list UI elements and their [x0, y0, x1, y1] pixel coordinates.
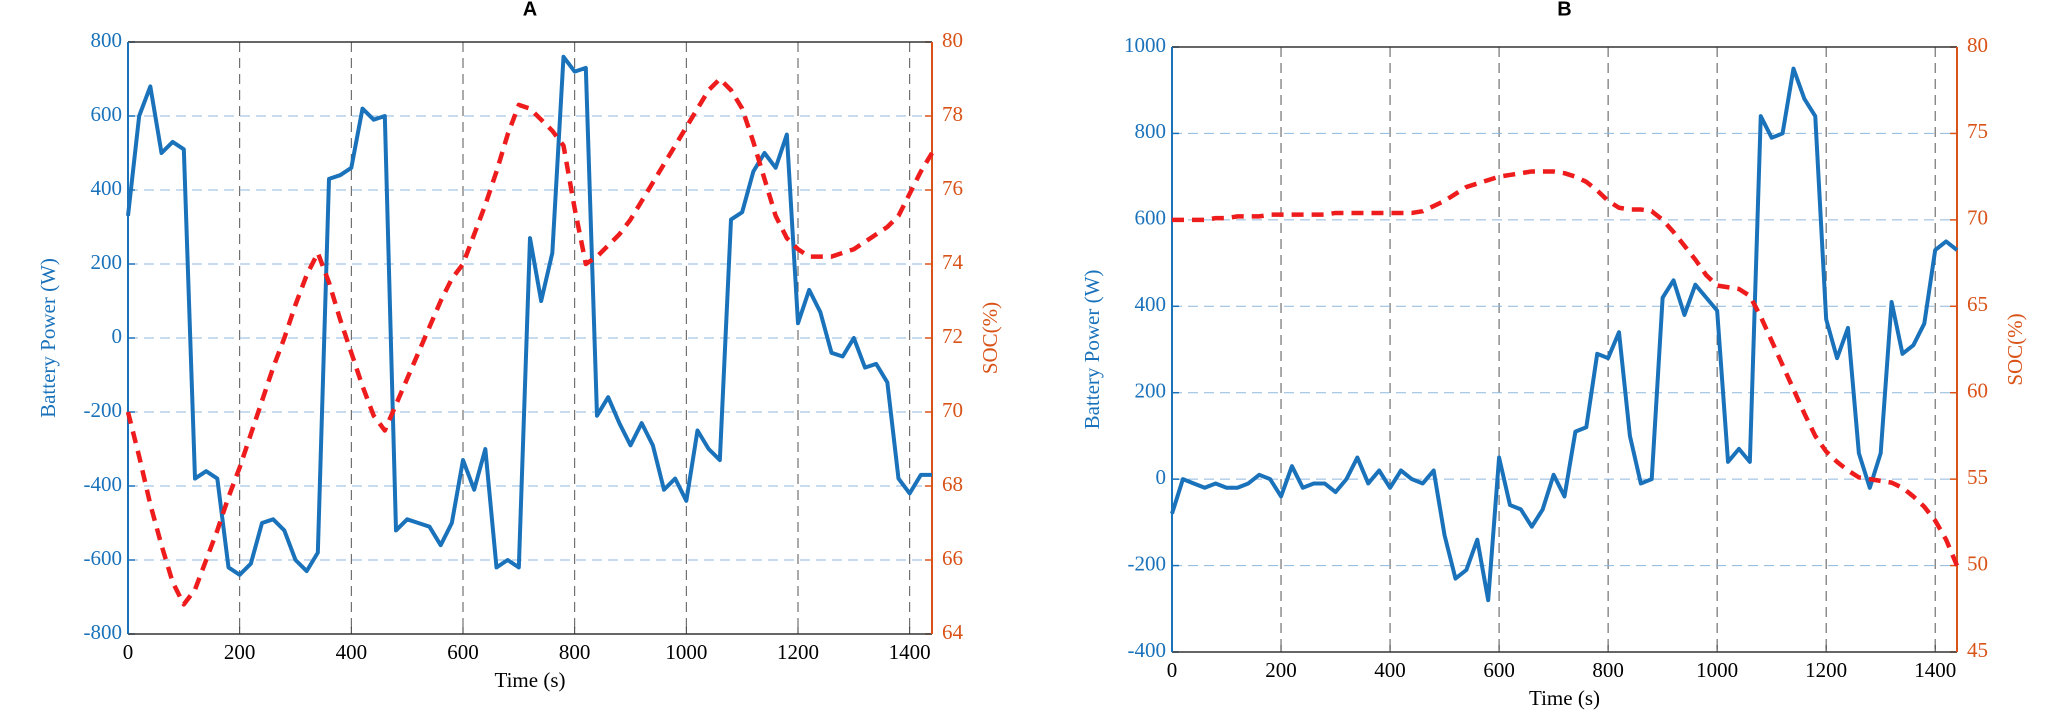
- series-line: [1172, 169, 1960, 567]
- y-axis-label: Battery Power (W): [36, 258, 60, 418]
- x-tick-label: 800: [1592, 658, 1624, 682]
- y2-tick-label: 80: [942, 28, 963, 52]
- x-axis-label: Time (s): [1529, 686, 1600, 710]
- y2-axis-label: SOC(%): [978, 302, 1002, 374]
- x-tick-label: 600: [1483, 658, 1515, 682]
- y2-axis-label: SOC(%): [2003, 313, 2027, 385]
- y-tick-label: -600: [84, 546, 123, 570]
- series-line: [1170, 66, 1959, 603]
- x-tick-label: 400: [1374, 658, 1406, 682]
- y2-tick-label: 50: [1967, 551, 1988, 575]
- y-tick-label: -200: [1128, 551, 1167, 575]
- y2-tick-label: 66: [942, 546, 963, 570]
- y2-tick-label: 78: [942, 102, 963, 126]
- y-tick-label: 800: [91, 28, 123, 52]
- y-tick-label: -800: [84, 620, 123, 644]
- x-tick-label: 1200: [1805, 658, 1847, 682]
- x-tick-label: 200: [224, 640, 256, 664]
- y2-tick-label: 74: [942, 250, 964, 274]
- y2-tick-label: 76: [942, 176, 963, 200]
- y2-tick-label: 80: [1967, 33, 1988, 57]
- y2-tick-label: 70: [1967, 206, 1988, 230]
- y2-tick-label: 64: [942, 620, 964, 644]
- x-tick-label: 0: [1167, 658, 1178, 682]
- y-tick-label: 200: [91, 250, 123, 274]
- x-tick-label: 600: [447, 640, 479, 664]
- x-tick-label: 1000: [1696, 658, 1738, 682]
- series-line: [126, 54, 932, 577]
- x-tick-label: 1400: [1914, 658, 1956, 682]
- y2-tick-label: 60: [1967, 379, 1988, 403]
- y2-tick-label: 68: [942, 472, 963, 496]
- y-tick-label: 1000: [1124, 33, 1166, 57]
- x-tick-label: 400: [336, 640, 368, 664]
- y-tick-label: -400: [84, 472, 123, 496]
- x-tick-label: 1200: [777, 640, 819, 664]
- x-axis-label: Time (s): [495, 668, 566, 692]
- x-tick-label: 0: [123, 640, 134, 664]
- y-tick-label: -400: [1128, 638, 1167, 662]
- y-tick-label: 600: [1135, 206, 1167, 230]
- y-axis-label: Battery Power (W): [1080, 270, 1104, 430]
- y2-tick-label: 72: [942, 324, 963, 348]
- y-tick-label: 0: [1156, 465, 1167, 489]
- y2-tick-label: 55: [1967, 465, 1988, 489]
- y-tick-label: -200: [84, 398, 123, 422]
- y2-tick-label: 45: [1967, 638, 1988, 662]
- chart-title: A: [523, 0, 537, 20]
- y-tick-label: 200: [1135, 379, 1167, 403]
- y-tick-label: 400: [1135, 292, 1167, 316]
- y-tick-label: 400: [91, 176, 123, 200]
- series-line: [125, 76, 934, 607]
- x-tick-label: 1400: [889, 640, 931, 664]
- chart-title: B: [1557, 0, 1571, 20]
- y2-tick-label: 75: [1967, 119, 1988, 143]
- x-tick-label: 200: [1265, 658, 1297, 682]
- y-tick-label: 600: [91, 102, 123, 126]
- x-tick-label: 1000: [665, 640, 707, 664]
- y2-tick-label: 65: [1967, 292, 1988, 316]
- y2-tick-label: 70: [942, 398, 963, 422]
- y-tick-label: 800: [1135, 119, 1167, 143]
- y-tick-label: 0: [112, 324, 123, 348]
- x-tick-label: 800: [559, 640, 591, 664]
